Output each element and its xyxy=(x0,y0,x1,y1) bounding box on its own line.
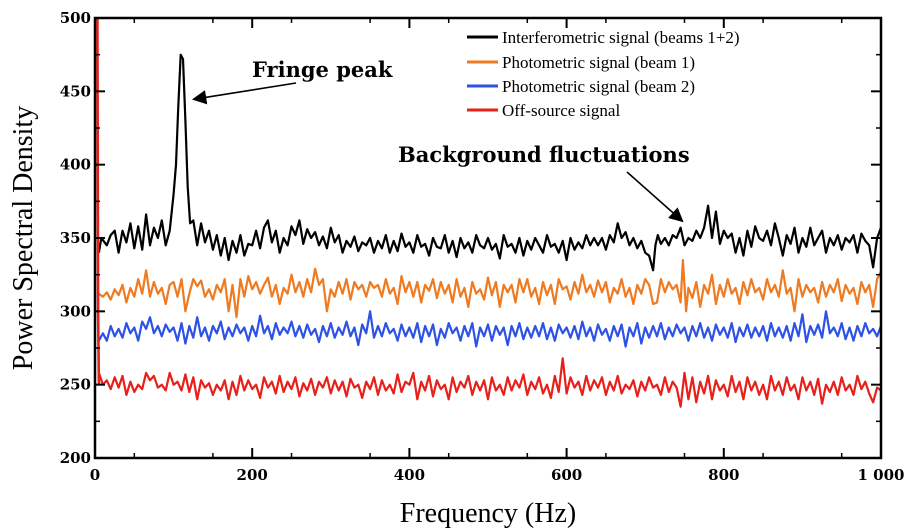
series-line-off-source-signal xyxy=(97,357,881,408)
series-line-interferometric-signal-beams-1-2 xyxy=(97,53,881,272)
series-line-photometric-signal-beam-1 xyxy=(98,258,881,319)
x-tick-label: 1 000 xyxy=(858,466,905,484)
arrow-fringe-peak xyxy=(191,82,297,105)
series-line-photometric-signal-beam-2 xyxy=(97,310,881,348)
y-tick-label: 250 xyxy=(60,376,91,394)
annotation-background-fluctuations: Background fluctuations xyxy=(398,142,690,167)
x-tick-label: 200 xyxy=(237,466,268,484)
y-tick-label: 300 xyxy=(60,302,91,320)
x-tick-label: 800 xyxy=(708,466,739,484)
legend-label-off-source: Off-source signal xyxy=(502,101,620,120)
y-axis-title: Power Spectral Density xyxy=(8,106,39,370)
arrow-background-fluctuations xyxy=(626,171,684,223)
y-tick-label: 400 xyxy=(60,156,91,174)
legend-label-photometric-beam2: Photometric signal (beam 2) xyxy=(502,77,695,96)
x-tick-label: 400 xyxy=(394,466,425,484)
y-tick-label: 350 xyxy=(60,229,91,247)
y-tick-label: 500 xyxy=(60,9,91,27)
x-tick-label: 600 xyxy=(551,466,582,484)
legend: Interferometric signal (beams 1+2) Photo… xyxy=(467,28,740,120)
legend-label-interferometric: Interferometric signal (beams 1+2) xyxy=(502,28,740,47)
x-tick-label: 0 xyxy=(90,466,100,484)
legend-label-photometric-beam1: Photometric signal (beam 1) xyxy=(502,53,695,72)
y-tick-label: 200 xyxy=(60,449,91,467)
series-layer xyxy=(96,18,881,408)
annotation-layer: Fringe peak Background fluctuations xyxy=(191,57,690,223)
y-tick-label: 450 xyxy=(60,82,91,100)
x-axis-title: Frequency (Hz) xyxy=(400,498,576,529)
annotation-fringe-peak: Fringe peak xyxy=(252,57,393,82)
